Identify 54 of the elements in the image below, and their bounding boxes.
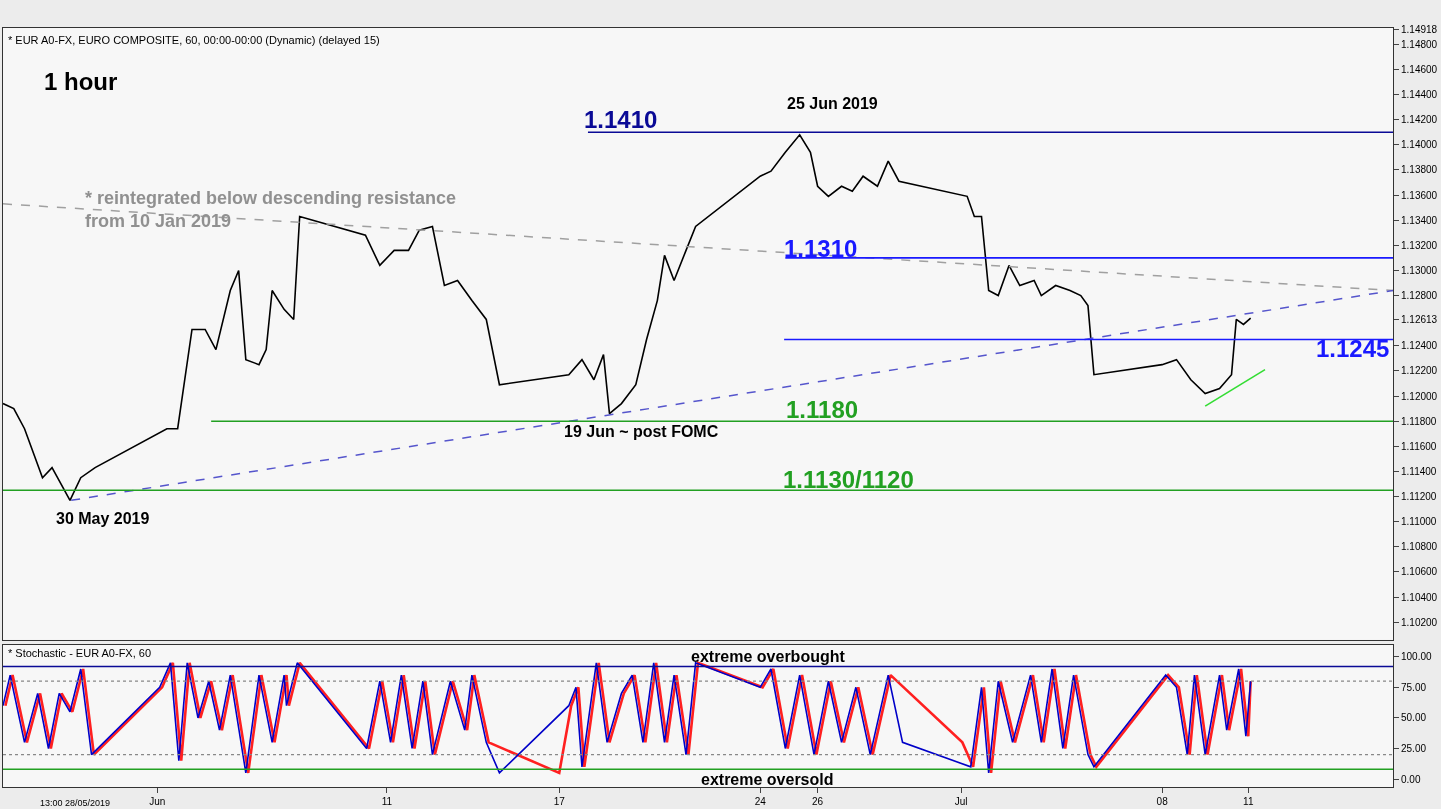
x-tick-label: 24 bbox=[754, 796, 767, 807]
y-tick-label: 1.10800 bbox=[1401, 541, 1438, 553]
annotation: 1.1130/1120 bbox=[783, 466, 914, 493]
y-tick-label: 1.14800 bbox=[1401, 38, 1438, 50]
y-tick-label: 1.13000 bbox=[1401, 264, 1438, 276]
x-tick-label: 26 bbox=[812, 796, 824, 807]
y-tick-label: 1.12000 bbox=[1401, 390, 1438, 402]
y-tick-label: 1.10400 bbox=[1401, 591, 1438, 603]
x-tick-label: Jun bbox=[149, 796, 166, 807]
annotation: 1.1310 bbox=[784, 235, 858, 262]
y-tick-label: 1.12800 bbox=[1401, 290, 1438, 302]
y-tick-label: 1.14600 bbox=[1401, 63, 1438, 75]
y-tick-label: 1.13800 bbox=[1401, 164, 1438, 176]
annotation: * EUR A0-FX, EURO COMPOSITE, 60, 00:00-00:00 (Dynamic) (delayed 15) bbox=[8, 34, 380, 46]
y-tick-label: 1.14400 bbox=[1401, 89, 1438, 101]
y-tick-label: 1.11400 bbox=[1401, 465, 1437, 477]
annotation: 1.1245 bbox=[1316, 335, 1390, 362]
y-tick-label: 1.11800 bbox=[1401, 415, 1437, 427]
y-tick-label: 1.11200 bbox=[1401, 491, 1437, 503]
annotation: 1.1410 bbox=[584, 106, 658, 133]
y-tick-label: 75.00 bbox=[1401, 681, 1427, 693]
annotation: 1 hour bbox=[44, 68, 118, 95]
y-tick-label: 1.11000 bbox=[1401, 516, 1437, 528]
y-tick-label: 1.10600 bbox=[1401, 566, 1438, 578]
annotation: 1.1180 bbox=[786, 396, 859, 423]
annotation: 30 May 2019 bbox=[56, 510, 150, 527]
y-tick-label: 1.12200 bbox=[1401, 365, 1438, 377]
y-tick-label: 100.00 bbox=[1401, 651, 1433, 663]
annotation: * Stochastic - EUR A0-FX, 60 bbox=[8, 647, 152, 659]
y-tick-label: 1.12613 bbox=[1401, 313, 1438, 325]
y-tick-label: 1.13200 bbox=[1401, 239, 1438, 251]
ref-line-label: extreme oversold bbox=[701, 771, 834, 788]
y-tick-label: 1.14200 bbox=[1401, 114, 1438, 126]
y-tick-label: 1.13400 bbox=[1401, 214, 1438, 226]
x-tick-label: 08 bbox=[1156, 796, 1169, 807]
ref-line-label: extreme overbought bbox=[691, 648, 846, 665]
y-tick-label: 1.14000 bbox=[1401, 139, 1438, 151]
text: 13:00 28/05/2019 bbox=[40, 798, 111, 808]
y-tick-label: 1.13600 bbox=[1401, 189, 1438, 201]
line-series bbox=[3, 133, 1252, 502]
y-tick-label: 1.14918 bbox=[1401, 24, 1438, 36]
y-tick-label: 25.00 bbox=[1401, 742, 1427, 754]
y-tick-label: 0.00 bbox=[1401, 773, 1421, 785]
annotation: 25 Jun 2019 bbox=[787, 95, 878, 112]
y-tick-label: 1.11600 bbox=[1401, 440, 1437, 452]
annotation: 19 Jun ~ post FOMC bbox=[564, 423, 719, 440]
annotation: * reintegrated below descending resistance from 10 Jan 2019 bbox=[85, 188, 457, 232]
y-tick-label: 1.12400 bbox=[1401, 340, 1438, 352]
y-tick-label: 1.10200 bbox=[1401, 616, 1438, 628]
y-tick-label: 50.00 bbox=[1401, 712, 1427, 724]
x-tick-label: 11 bbox=[381, 796, 393, 807]
x-tick-label: 17 bbox=[553, 796, 566, 807]
x-tick-label: 11 bbox=[1243, 796, 1254, 807]
x-tick-label: Jul bbox=[954, 796, 968, 807]
